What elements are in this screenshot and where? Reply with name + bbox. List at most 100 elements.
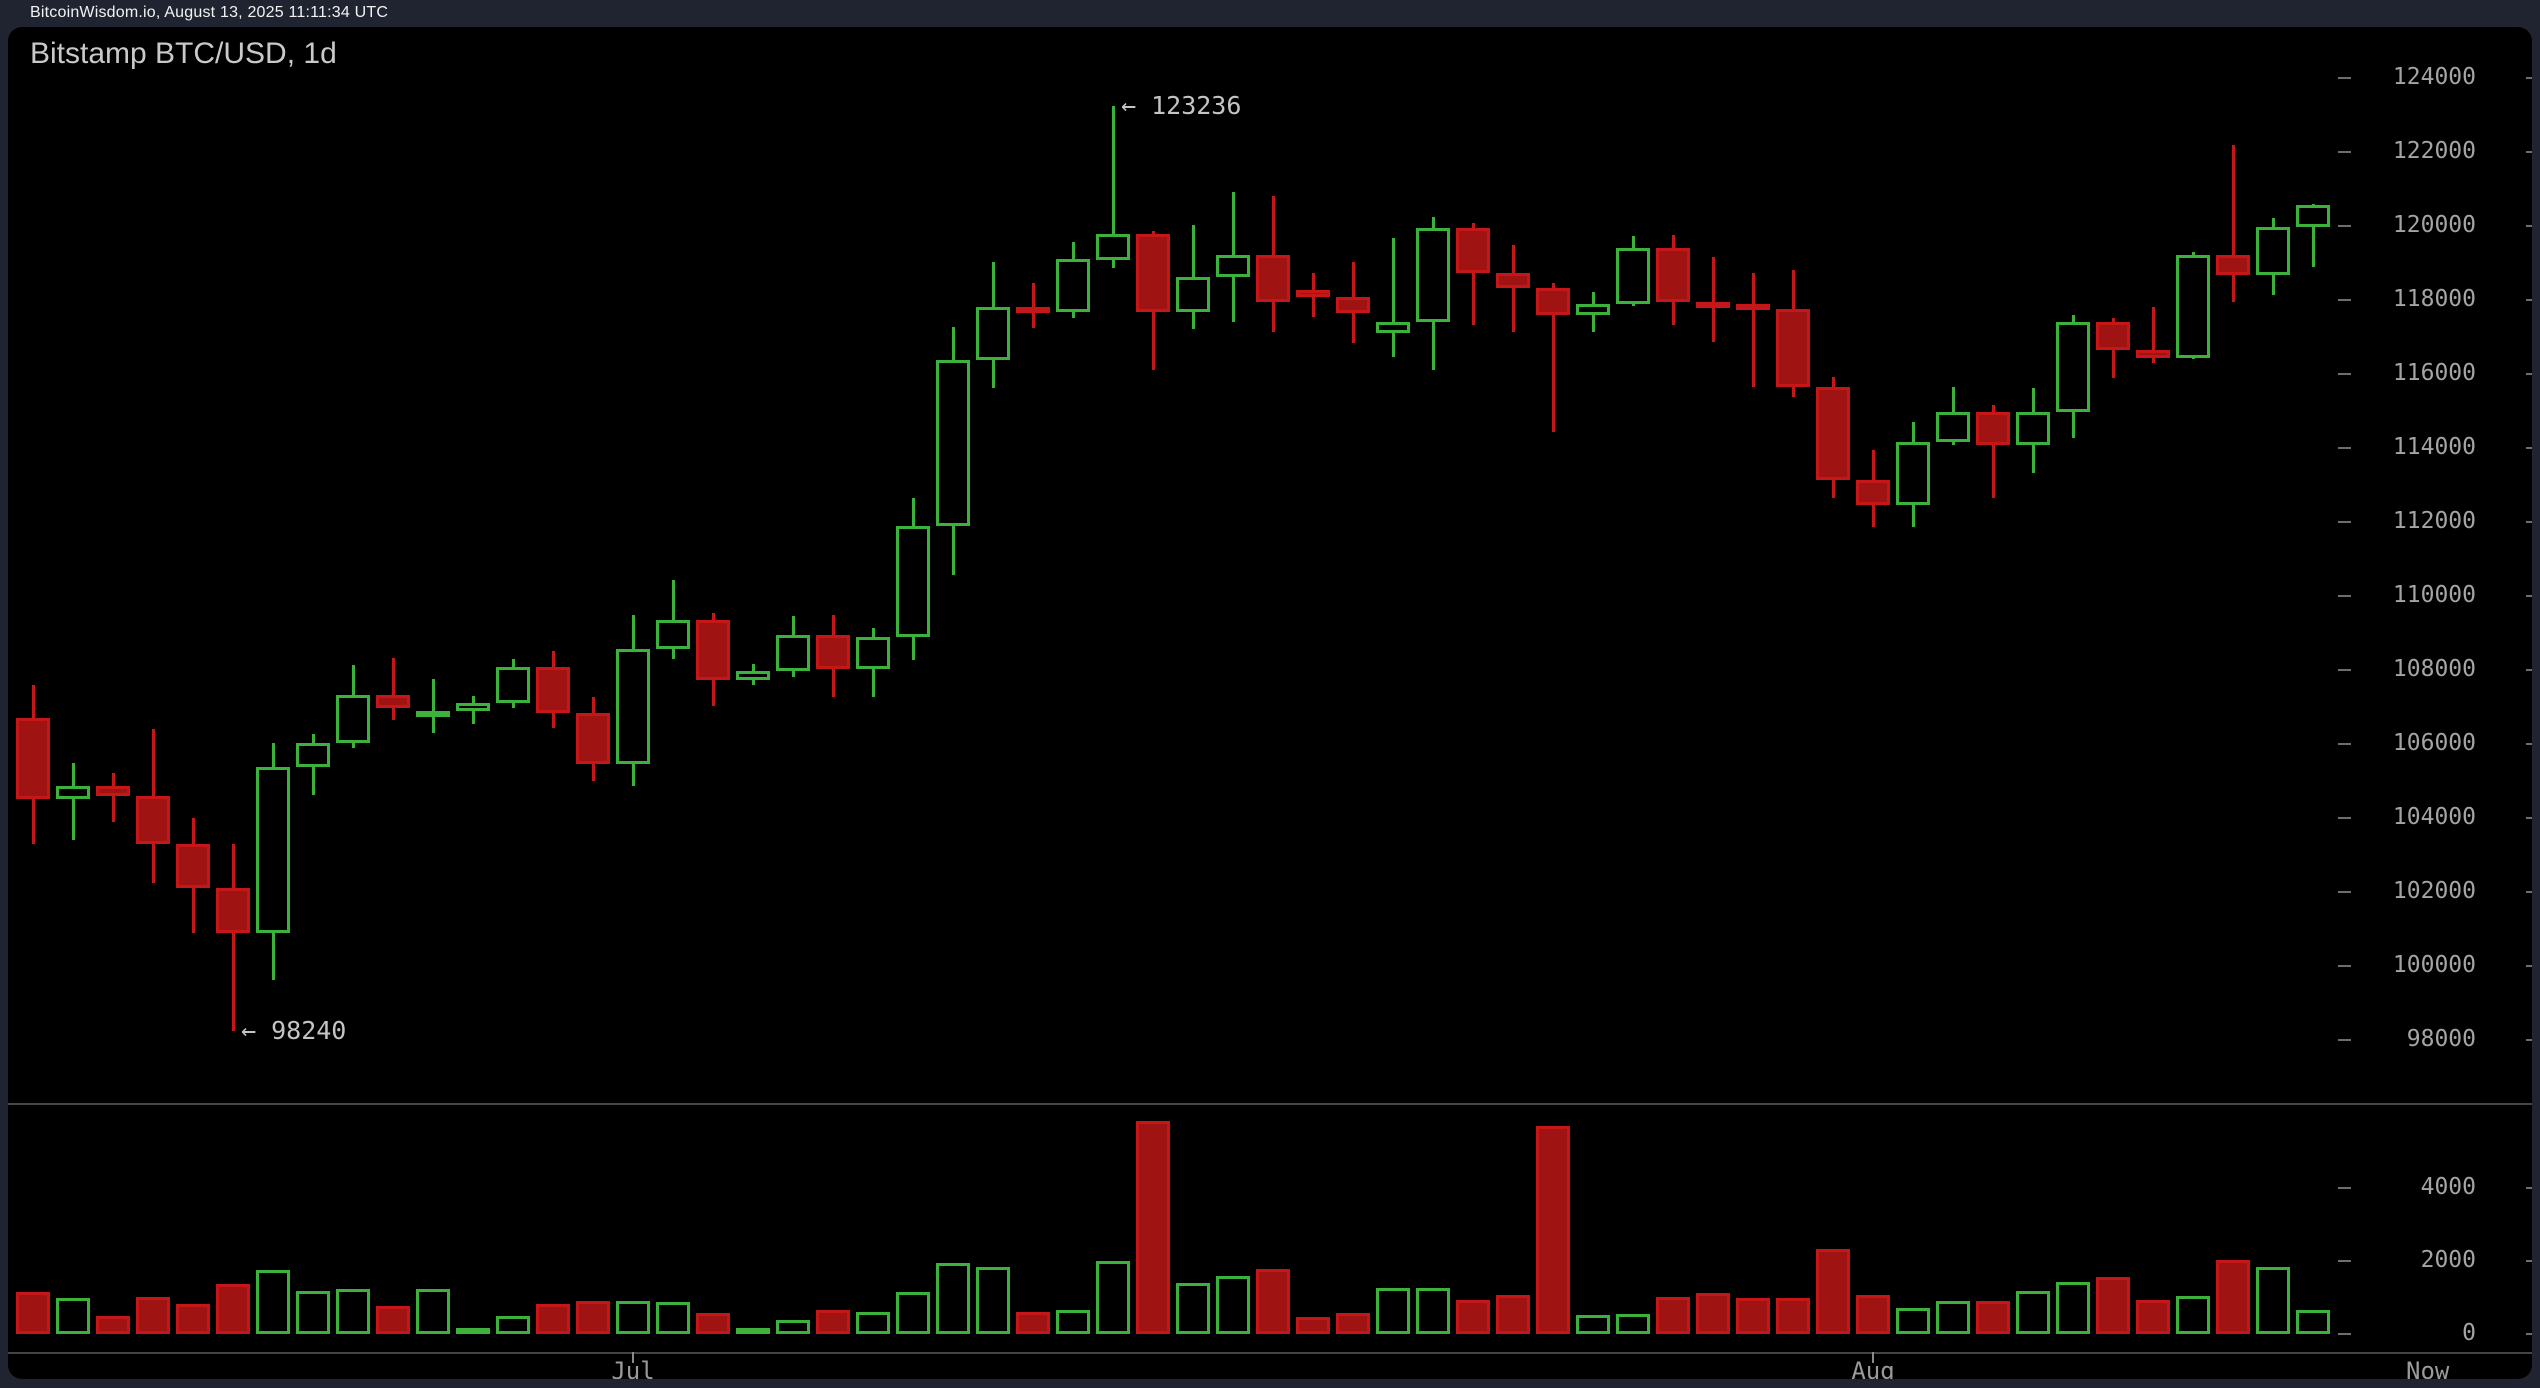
volume-bar — [2056, 1282, 2090, 1334]
axis-tick-label: 0 — [2462, 1320, 2476, 1346]
volume-bar — [136, 1297, 170, 1334]
candle-wick — [112, 773, 115, 822]
axis-tick-dash-right — [2526, 595, 2532, 597]
candle-wick — [1512, 244, 1515, 333]
volume-bar — [896, 1292, 930, 1334]
axis-tick-dash-left — [2338, 299, 2351, 301]
volume-bar — [1616, 1313, 1650, 1334]
candle-wick — [1472, 223, 1475, 326]
volume-bar — [736, 1328, 770, 1334]
volume-bar — [216, 1283, 250, 1334]
volume-bar — [1096, 1261, 1130, 1334]
chart-container[interactable]: Bitstamp BTC/USD, 1d 124000 122000 120000 1… — [8, 27, 2532, 1379]
candle — [2256, 227, 2290, 276]
axis-tick-label: 102000 — [2392, 878, 2476, 904]
axis-tick-dash-right — [2526, 891, 2532, 893]
candle — [176, 843, 210, 889]
volume-bar — [936, 1263, 970, 1334]
candle — [296, 742, 330, 767]
axis-tick-label: 110000 — [2392, 582, 2476, 608]
candle — [56, 786, 90, 800]
status-bar-text: BitcoinWisdom.io, August 13, 2025 11:11:… — [30, 4, 389, 21]
axis-tick-label: 116000 — [2392, 360, 2476, 386]
candle-wick — [432, 679, 435, 733]
axis-tick-dash-right — [2526, 743, 2532, 745]
volume-bar — [2016, 1291, 2050, 1334]
candle — [2096, 322, 2130, 350]
volume-bar — [656, 1301, 690, 1334]
candle-wick — [1992, 405, 1995, 498]
axis-tick-dash-right — [2526, 965, 2532, 967]
volume-bar — [456, 1328, 490, 1334]
volume-bar — [1456, 1299, 1490, 1334]
candle — [496, 667, 530, 703]
candle — [1856, 480, 1890, 505]
candle — [1736, 304, 1770, 311]
candle — [1656, 247, 1690, 302]
candle — [2216, 254, 2250, 276]
axis-tick-label: 4000 — [2420, 1174, 2476, 1200]
axis-tick-label: 122000 — [2392, 138, 2476, 164]
candle — [1216, 254, 1250, 278]
candle — [576, 712, 610, 765]
volume-bar — [1536, 1126, 1570, 1334]
volume-bar — [1336, 1313, 1370, 1334]
candle — [416, 710, 450, 717]
axis-tick-dash-left — [2338, 965, 2351, 967]
volume-bar — [2136, 1299, 2170, 1334]
candle-wick — [1752, 272, 1755, 387]
candle — [256, 766, 290, 933]
candle — [1496, 272, 1530, 289]
volume-bar — [1656, 1297, 1690, 1334]
volume-bar — [2216, 1259, 2250, 1334]
candle-wick — [2152, 307, 2155, 363]
candle — [376, 694, 410, 708]
volume-bar — [1376, 1287, 1410, 1334]
candle — [2176, 254, 2210, 359]
candle-wick — [672, 580, 675, 660]
axis-tick-dash-right — [2526, 77, 2532, 79]
candle — [96, 786, 130, 797]
candle — [1056, 259, 1090, 312]
axis-tick-dash-right — [2526, 151, 2532, 153]
candle — [456, 702, 490, 711]
axis-tick-label: 106000 — [2392, 730, 2476, 756]
candle — [1296, 290, 1330, 298]
volume-bar — [1256, 1268, 1290, 1334]
candle — [2136, 349, 2170, 359]
candle-wick — [2312, 203, 2315, 268]
volume-bar — [2096, 1277, 2130, 1334]
axis-tick-label: 108000 — [2392, 656, 2476, 682]
candle — [136, 796, 170, 844]
volume-bar — [1136, 1120, 1170, 1334]
volume-bar — [536, 1304, 570, 1334]
axis-tick-dash-right — [2526, 817, 2532, 819]
axis-tick-dash-right — [2526, 373, 2532, 375]
volume-bar — [1816, 1248, 1850, 1334]
candle-wick — [72, 762, 75, 841]
candle — [1896, 442, 1930, 505]
volume-bar — [576, 1300, 610, 1334]
axis-tick-dash-right — [2526, 521, 2532, 523]
volume-bar — [1696, 1292, 1730, 1334]
candle — [1576, 304, 1610, 316]
now-label: Now — [2406, 1357, 2450, 1379]
volume-bar — [976, 1267, 1010, 1334]
volume-bar — [1496, 1294, 1530, 1334]
candle — [856, 637, 890, 670]
axis-tick-dash-left — [2338, 151, 2351, 153]
candle — [1976, 412, 2010, 446]
volume-bar — [16, 1291, 50, 1334]
axis-tick-dash-left — [2338, 1333, 2351, 1335]
axis-tick-dash-left — [2338, 1039, 2351, 1041]
volume-bar — [1936, 1301, 1970, 1334]
axis-tick-dash-left — [2338, 1260, 2351, 1262]
volume-bar — [616, 1300, 650, 1334]
price-annotation-high: ← 123236 — [1121, 91, 1242, 121]
axis-tick-dash-left — [2338, 1187, 2351, 1189]
axis-tick-label: 118000 — [2392, 286, 2476, 312]
volume-bar — [1176, 1283, 1210, 1334]
volume-bar — [416, 1289, 450, 1334]
axis-tick-label: 124000 — [2392, 64, 2476, 90]
month-label: Jul — [611, 1357, 655, 1379]
